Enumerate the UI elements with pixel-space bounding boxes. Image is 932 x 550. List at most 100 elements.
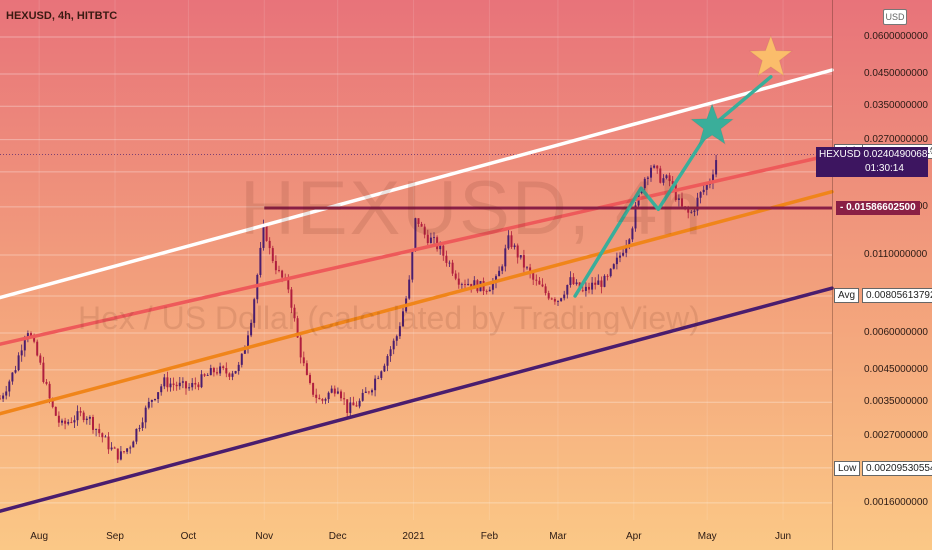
candle-body bbox=[383, 365, 386, 372]
candle-body bbox=[541, 284, 544, 287]
price-axis[interactable] bbox=[832, 0, 932, 550]
candle-body bbox=[532, 273, 535, 280]
candle-body bbox=[312, 382, 315, 395]
candle-body bbox=[566, 285, 569, 295]
candle-body bbox=[169, 383, 172, 388]
candle-body bbox=[609, 268, 612, 277]
candle-body bbox=[76, 411, 79, 421]
candle-body bbox=[715, 160, 718, 175]
candle-body bbox=[147, 401, 150, 408]
candle-body bbox=[643, 178, 646, 189]
x-tick-label: Sep bbox=[106, 531, 124, 542]
x-tick-label: Nov bbox=[255, 531, 274, 542]
candle-body bbox=[57, 415, 60, 423]
candle-body bbox=[33, 336, 36, 342]
candle-body bbox=[119, 451, 122, 460]
candle-body bbox=[296, 318, 299, 338]
candle-body bbox=[219, 366, 222, 374]
candle-body bbox=[51, 398, 54, 407]
candle-body bbox=[172, 383, 175, 385]
candle-body bbox=[209, 368, 212, 376]
candle-body bbox=[550, 298, 553, 300]
candle-body bbox=[343, 398, 346, 400]
candle-body bbox=[150, 399, 153, 402]
candle-body bbox=[411, 249, 414, 280]
candle-body bbox=[197, 384, 200, 388]
candle-body bbox=[54, 406, 57, 416]
candle-body bbox=[175, 384, 178, 387]
grid-lines bbox=[0, 0, 832, 520]
candle-body bbox=[107, 436, 110, 450]
y-tick-label: 0.0035000000 bbox=[864, 396, 928, 408]
candle-body bbox=[327, 392, 330, 400]
candle-body bbox=[417, 218, 420, 224]
trendline bbox=[0, 189, 834, 416]
candle-body bbox=[464, 284, 466, 286]
watermark-description: Hex / US Dollar (calculated by TradingVi… bbox=[78, 300, 700, 336]
candle-body bbox=[141, 422, 144, 428]
candle-body bbox=[355, 405, 358, 407]
candle-body bbox=[113, 447, 116, 449]
candle-body bbox=[5, 391, 8, 396]
trendline bbox=[0, 286, 834, 513]
candle-body bbox=[705, 184, 708, 190]
candle-body bbox=[544, 286, 547, 294]
candle-body bbox=[374, 378, 377, 391]
candle-body bbox=[302, 357, 305, 364]
star-marker bbox=[748, 34, 794, 77]
candle-body bbox=[615, 257, 618, 265]
candle-body bbox=[516, 245, 519, 258]
candle-body bbox=[488, 289, 491, 292]
y-tick-label: 0.0450000000 bbox=[864, 67, 928, 79]
candle-body bbox=[380, 371, 383, 378]
star-marker bbox=[689, 102, 735, 146]
candle-body bbox=[547, 293, 550, 299]
x-tick-label: Mar bbox=[549, 531, 567, 542]
x-tick-label: Aug bbox=[30, 531, 49, 542]
currency-badge[interactable]: USD bbox=[883, 9, 907, 25]
candle-body bbox=[240, 353, 243, 365]
candle-body bbox=[371, 390, 373, 393]
candle-body bbox=[572, 277, 575, 285]
candle-body bbox=[253, 299, 256, 323]
candle-body bbox=[26, 333, 29, 339]
candle-body bbox=[398, 326, 401, 337]
y-tick-label: 0.0060000000 bbox=[864, 326, 928, 338]
candle-body bbox=[222, 366, 225, 369]
candle-body bbox=[513, 245, 516, 248]
candle-body bbox=[581, 290, 584, 292]
candle-body bbox=[95, 429, 98, 430]
current-price-tag: HEXUSD 0.02404900687 01:30:14 bbox=[816, 147, 932, 178]
candle-body bbox=[352, 402, 355, 406]
candle-body bbox=[553, 299, 556, 302]
candle-body bbox=[305, 363, 308, 375]
candle-body bbox=[358, 400, 361, 407]
candle-body bbox=[696, 197, 699, 211]
price-tag-name: Avg bbox=[834, 288, 860, 304]
candle-body bbox=[414, 218, 417, 250]
candle-body bbox=[48, 383, 51, 399]
candle-body bbox=[330, 388, 333, 393]
candle-body bbox=[160, 386, 163, 393]
candle-body bbox=[665, 175, 668, 179]
candle-body bbox=[67, 422, 70, 424]
candle-body bbox=[321, 399, 324, 401]
candle-body bbox=[535, 279, 538, 281]
candle-body bbox=[606, 275, 609, 277]
candle-body bbox=[79, 411, 82, 413]
candle-body bbox=[377, 377, 380, 379]
candle-body bbox=[389, 349, 392, 357]
candle-body bbox=[181, 381, 184, 383]
x-tick-label: May bbox=[697, 531, 717, 542]
candle-body bbox=[522, 255, 525, 268]
candle-body bbox=[309, 374, 311, 383]
candle-body bbox=[442, 245, 445, 256]
candle-body bbox=[206, 375, 209, 376]
candle-body bbox=[470, 283, 473, 288]
candle-body bbox=[625, 245, 628, 253]
y-tick-label: 0.0016000000 bbox=[864, 496, 928, 508]
candle-body bbox=[14, 370, 17, 373]
candle-body bbox=[702, 189, 705, 193]
level-price-tag: - 0.01586602500 bbox=[836, 200, 920, 215]
